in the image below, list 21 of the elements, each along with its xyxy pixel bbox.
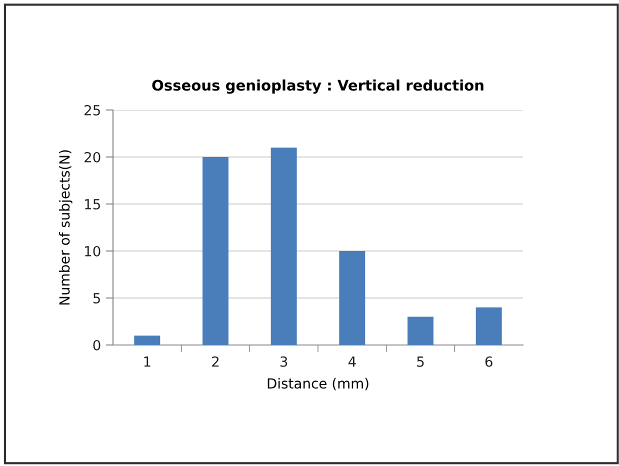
x-tick-label: 4 — [348, 356, 356, 367]
x-tick-label: 5 — [417, 356, 424, 367]
bar — [476, 307, 502, 345]
y-tick-label: 10 — [85, 246, 100, 256]
bar — [339, 251, 366, 345]
x-tick-label: 3 — [280, 356, 288, 367]
x-tick-label: 6 — [485, 356, 492, 367]
y-tick-label: 20 — [84, 152, 100, 162]
bar — [270, 148, 297, 345]
x-tick-label: 1 — [144, 356, 150, 367]
y-tick-label: 0 — [93, 340, 100, 350]
bar — [408, 316, 434, 345]
bar — [134, 336, 160, 345]
x-axis-title: Distance (mm) — [268, 378, 368, 390]
y-tick-label: 15 — [85, 199, 100, 210]
y-axis-title: Number of subjects(N) — [58, 150, 72, 305]
x-tick-label: 2 — [212, 356, 219, 367]
y-tick-label: 5 — [93, 293, 100, 304]
chart-title: Osseous genioplasty : Vertical reduction — [152, 79, 484, 94]
bar — [202, 157, 228, 345]
y-tick-label: 25 — [84, 104, 100, 116]
